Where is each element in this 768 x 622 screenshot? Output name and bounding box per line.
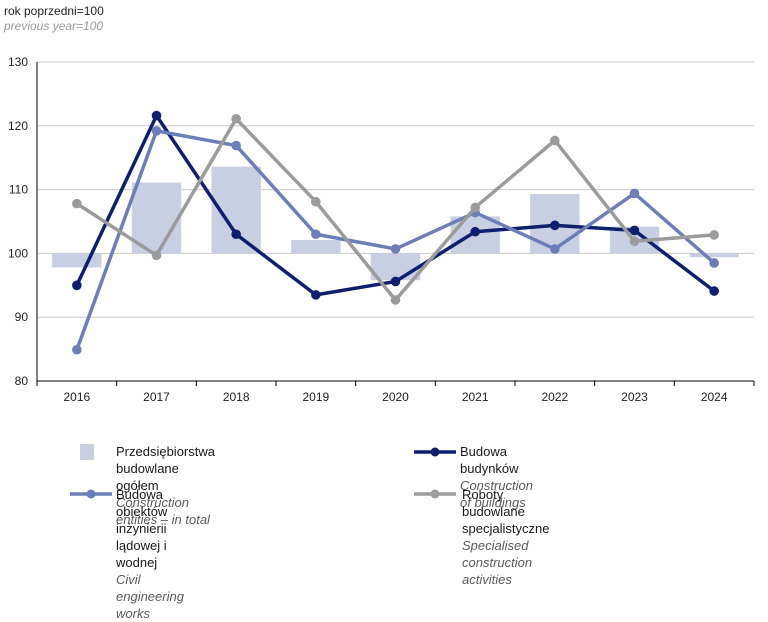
series-point	[390, 244, 401, 254]
legend-label-en: Construction of buildings	[460, 478, 533, 510]
legend-swatch-bars	[80, 444, 94, 460]
y-tick-label: 80	[15, 374, 29, 388]
x-tick-label: 2024	[701, 390, 728, 404]
y-tick-label: 100	[8, 246, 28, 260]
series-point	[709, 230, 719, 240]
series-point	[550, 135, 560, 146]
legend-item-civil: Budowa obiektów inżynierii lądowej i wod…	[116, 486, 184, 622]
series-point	[629, 188, 640, 199]
legend-item-bars: Przedsiębiorstwa budowlane ogółem Constr…	[116, 443, 215, 528]
y-tick-label: 90	[15, 310, 29, 324]
legend-swatch-specialised	[414, 489, 456, 499]
legend-label-pl: Budowa budynków	[460, 444, 519, 476]
legend-label-pl: Roboty budowlane specjalistyczne	[462, 487, 550, 536]
series-point	[231, 113, 241, 124]
unit-label-en: previous year=100	[4, 19, 104, 33]
bar	[689, 253, 739, 258]
series-point	[470, 226, 480, 237]
series-point	[390, 276, 401, 287]
series-point	[151, 110, 162, 121]
x-tick-label: 2018	[223, 390, 250, 404]
series-point	[390, 295, 401, 305]
series-point	[72, 280, 82, 291]
series-point	[629, 236, 640, 247]
x-tick-label: 2016	[63, 390, 90, 404]
legend-label-en: Civil engineering works	[116, 572, 184, 621]
series-point	[72, 198, 82, 209]
unit-label-pl: rok poprzedni=100	[4, 4, 104, 18]
series-point	[311, 290, 321, 300]
series-point	[709, 286, 719, 296]
series-point	[311, 229, 321, 240]
series-point	[151, 250, 162, 261]
x-tick-label: 2017	[143, 390, 170, 404]
x-tick-label: 2023	[621, 390, 648, 404]
bar	[370, 253, 421, 281]
bar	[131, 182, 182, 254]
series-point	[151, 126, 162, 136]
bar	[291, 240, 341, 254]
series-point	[231, 229, 241, 240]
series-point	[550, 244, 560, 254]
series-point	[72, 344, 82, 355]
x-tick-label: 2020	[382, 390, 409, 404]
bar	[52, 253, 102, 268]
chart: 80 90 100 110 120 130 2016 2017 2018 2019 2020 2021…	[8, 55, 755, 404]
series-point	[709, 258, 719, 268]
legend-swatch-civil	[70, 489, 112, 499]
series-point	[231, 140, 241, 151]
legend-label-pl: Budowa obiektów inżynierii lądowej i wod…	[116, 487, 168, 570]
legend-label-en: Construction entities – in total	[116, 495, 210, 527]
legend-swatch-buildings	[414, 447, 456, 457]
series-point	[470, 202, 480, 213]
legend-item-buildings: Budowa budynków Construction of building…	[460, 443, 533, 511]
series-point	[629, 225, 640, 236]
legend-item-specialised: Roboty budowlane specjalistyczne Special…	[462, 486, 549, 588]
series-point	[311, 196, 321, 207]
x-tick-label: 2022	[541, 390, 568, 404]
x-tick-label: 2021	[462, 390, 489, 404]
unit-label: rok poprzedni=100 previous year=100	[4, 4, 104, 34]
series-point	[550, 220, 560, 231]
y-tick-label: 120	[8, 119, 28, 133]
x-tick-label: 2019	[302, 390, 329, 404]
legend-label-pl: Przedsiębiorstwa budowlane ogółem	[116, 444, 215, 493]
legend-label-en: Specialised construction activities	[462, 538, 533, 587]
y-tick-label: 130	[8, 55, 28, 69]
y-tick-label: 110	[9, 183, 28, 197]
